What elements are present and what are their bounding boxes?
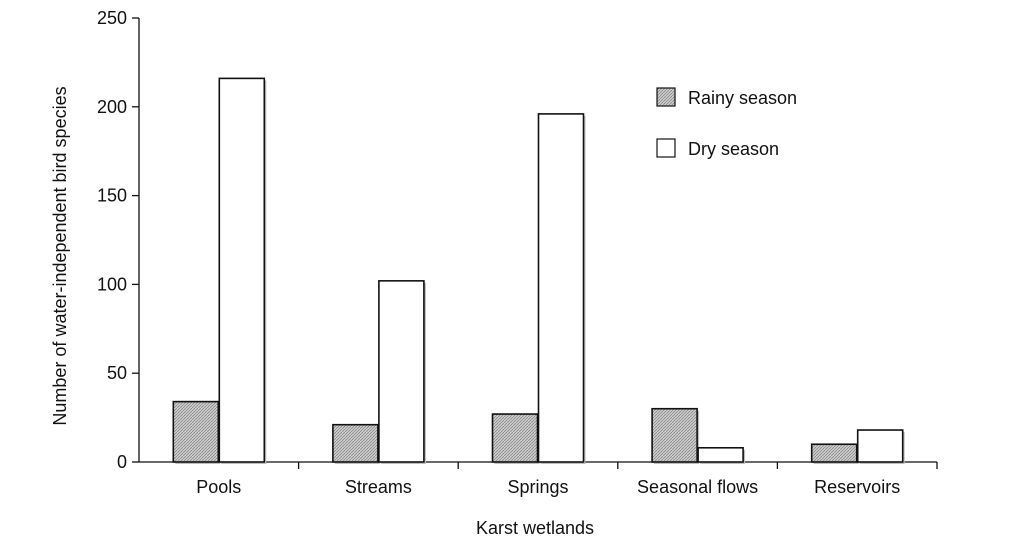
bar-rainy-streams: [332, 423, 379, 463]
bar-rainy-pools: [172, 400, 220, 463]
x-axis-title: Karst wetlands: [476, 518, 594, 538]
x-tick-label: Pools: [196, 477, 241, 497]
bars-group: [172, 77, 905, 465]
y-tick-label: 150: [97, 186, 127, 206]
bar-dry-springs: [537, 113, 585, 463]
bar-dry-streams: [378, 280, 425, 463]
legend-swatch-rainy: [656, 87, 676, 107]
legend-label-dry: Dry season: [688, 139, 779, 159]
y-tick-label: 250: [97, 8, 127, 28]
y-tick-label: 50: [107, 363, 127, 383]
category-labels: Pools Streams Springs Seasonal flows Reservo…: [196, 477, 900, 497]
legend-label-rainy: Rainy season: [688, 88, 797, 108]
x-tick-label: Streams: [345, 477, 412, 497]
bar-rainy-seasonal-flows: [651, 407, 698, 463]
x-tick-label: Springs: [507, 477, 568, 497]
x-tick-label: Reservoirs: [814, 477, 900, 497]
y-tick-label: 200: [97, 97, 127, 117]
x-tick-label: Seasonal flows: [637, 477, 758, 497]
bar-dry-pools: [218, 77, 266, 463]
bar-rainy-springs: [491, 413, 539, 463]
y-axis-title: Number of water-independent bird species: [50, 86, 70, 425]
legend-swatch-dry: [656, 138, 676, 158]
y-tick-label: 0: [117, 452, 127, 472]
legend: Rainy season Dry season: [656, 87, 797, 159]
y-axis: 0 50 100 150 200 250: [97, 8, 140, 472]
bar-dry-reservoirs: [856, 429, 904, 463]
y-tick-label: 100: [97, 274, 127, 294]
bar-dry-seasonal-flows: [697, 446, 744, 463]
bar-rainy-reservoirs: [810, 443, 858, 463]
